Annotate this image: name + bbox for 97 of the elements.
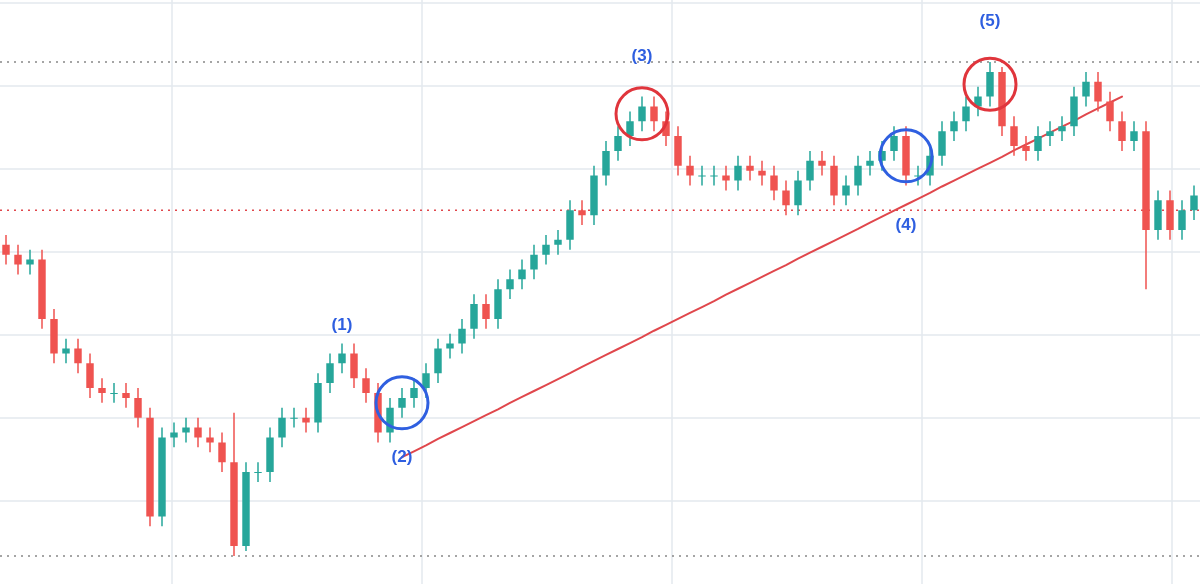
candlestick: [1178, 200, 1186, 240]
candlestick: [1190, 185, 1198, 221]
candlestick: [62, 338, 70, 364]
candlestick: [830, 155, 838, 206]
candlestick: [26, 249, 34, 275]
candlestick: [326, 353, 334, 393]
candlestick: [122, 383, 130, 408]
candlestick: [818, 150, 826, 176]
annotation: (4): [895, 214, 917, 234]
candlestick: [1142, 121, 1150, 290]
candlestick: [458, 318, 466, 354]
candlestick: [638, 96, 646, 132]
candlestick: [686, 155, 694, 186]
candlestick: [950, 111, 958, 142]
candlestick: [710, 165, 718, 186]
candlestick: [530, 244, 538, 280]
candlestick: [338, 343, 346, 374]
candlestick: [38, 249, 46, 329]
candlestick: [86, 353, 94, 398]
candlestick: [50, 309, 58, 364]
candlestick: [1034, 126, 1042, 161]
candlestick: [542, 234, 550, 265]
candlestick: [1082, 71, 1090, 107]
candlestick: [218, 432, 226, 473]
candlestick: [1154, 190, 1162, 240]
candlestick: [986, 62, 994, 107]
candlestick: [1130, 121, 1138, 151]
candlestick: [266, 427, 274, 482]
candlestick: [722, 165, 730, 191]
candlestick: [242, 462, 250, 552]
candlestick: [170, 422, 178, 448]
candlestick: [434, 338, 442, 384]
candlestick: [614, 126, 622, 161]
candlestick: [206, 427, 214, 453]
candlestick: [1106, 91, 1114, 132]
candlestick: [1022, 136, 1030, 161]
candlestick: [890, 126, 898, 161]
candlestick: [482, 294, 490, 329]
candlestick: [554, 229, 562, 255]
candlestick: [410, 378, 418, 408]
candlestick: [494, 279, 502, 329]
candlestick: [590, 165, 598, 226]
candlestick: [698, 165, 706, 186]
candlestick: [1118, 111, 1126, 151]
candlestick: [290, 407, 298, 428]
candlestick: [794, 170, 802, 216]
candlestick: [1058, 116, 1066, 142]
candlestick: [602, 141, 610, 186]
candlestick: [362, 368, 370, 403]
candlestick: [1010, 116, 1018, 156]
candlestick: [74, 338, 82, 374]
candlestick: [770, 165, 778, 201]
candlestick: [1046, 121, 1054, 146]
candlestick: [194, 417, 202, 448]
candlestick: [854, 155, 862, 196]
candlestick: [110, 383, 118, 403]
candlestick: [650, 96, 658, 132]
candlestick: [782, 180, 790, 216]
candlestick: [14, 244, 22, 275]
candlestick: [98, 378, 106, 403]
candlestick: [506, 269, 514, 300]
candlestick: [962, 96, 970, 132]
candlestick: [1070, 86, 1078, 137]
candlestick: [158, 427, 166, 527]
candlestick: [938, 121, 946, 166]
candlestick: [230, 412, 238, 556]
candlestick: [518, 259, 526, 290]
candlestick: [134, 388, 142, 428]
candlestick: [842, 175, 850, 206]
candlestick: [278, 407, 286, 448]
candlestick: [902, 126, 910, 186]
candlestick: [1094, 71, 1102, 112]
candlestick: [302, 407, 310, 433]
candlestick: [470, 294, 478, 339]
candlestick: [254, 462, 262, 482]
candlestick: [674, 126, 682, 176]
annotation: (2): [391, 446, 413, 466]
candlestick: [566, 200, 574, 250]
candlestick: [998, 66, 1006, 137]
candlestick: [746, 155, 754, 181]
candlestick: [1166, 190, 1174, 240]
candlestick: [446, 333, 454, 359]
text: (5): [979, 11, 1001, 30]
candlestick: [734, 155, 742, 191]
candlestick: [758, 160, 766, 186]
candlestick: [398, 388, 406, 418]
candlestick: [146, 407, 154, 527]
candlestick: [182, 417, 190, 443]
annotation: (1): [331, 314, 353, 334]
candlestick: [2, 234, 10, 265]
candlestick: [866, 150, 874, 176]
candlestick: [350, 343, 358, 389]
candlestick: [314, 373, 322, 433]
candlestick: [578, 200, 586, 226]
candlestick: [806, 150, 814, 191]
candlestick: [626, 111, 634, 146]
annotation: (3): [631, 45, 653, 65]
